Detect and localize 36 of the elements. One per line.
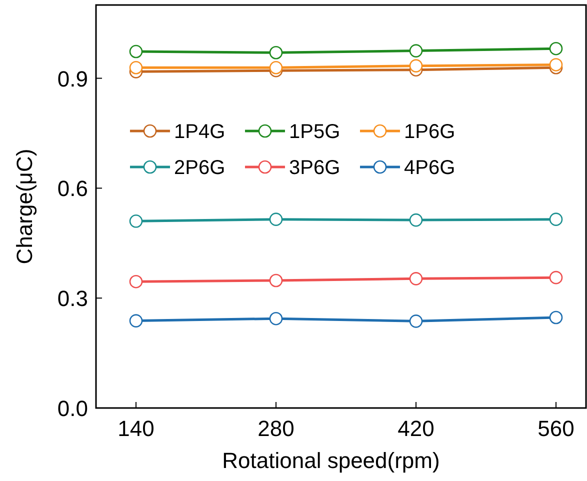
point — [269, 274, 283, 288]
point — [549, 270, 563, 284]
legend-label: 3P6G — [289, 157, 340, 179]
x-tick-label: 420 — [398, 416, 434, 441]
point — [409, 59, 423, 72]
point — [409, 272, 423, 286]
point — [269, 212, 283, 226]
point — [409, 314, 423, 328]
point — [269, 312, 283, 326]
point — [129, 314, 143, 328]
y-tick-label: 0.3 — [57, 286, 88, 312]
x-axis-title: Rotational speed(rpm) — [222, 448, 440, 473]
point — [409, 213, 423, 227]
point — [269, 46, 283, 60]
point — [269, 61, 283, 74]
point — [409, 44, 423, 58]
point — [549, 58, 563, 72]
y-axis-title: Charge(μC) — [12, 148, 37, 264]
y-tick-label: 0.6 — [57, 176, 88, 202]
point — [549, 212, 563, 226]
x-tick-label: 280 — [258, 416, 294, 441]
legend-label: 4P6G — [404, 157, 456, 179]
legend-label: 1P4G — [174, 121, 226, 143]
point — [129, 61, 143, 74]
legend-label: 1P6G — [404, 121, 456, 143]
point — [129, 274, 143, 288]
point — [129, 44, 143, 58]
point — [129, 214, 143, 228]
y-tick-label: 0.9 — [57, 66, 88, 92]
point — [549, 42, 563, 56]
x-tick-label: 560 — [538, 416, 574, 441]
legend-label: 2P6G — [174, 157, 226, 179]
y-tick-label: 0.0 — [57, 396, 88, 421]
point — [549, 310, 563, 324]
legend-label: 1P5G — [289, 121, 340, 143]
x-tick-label: 140 — [118, 416, 154, 441]
